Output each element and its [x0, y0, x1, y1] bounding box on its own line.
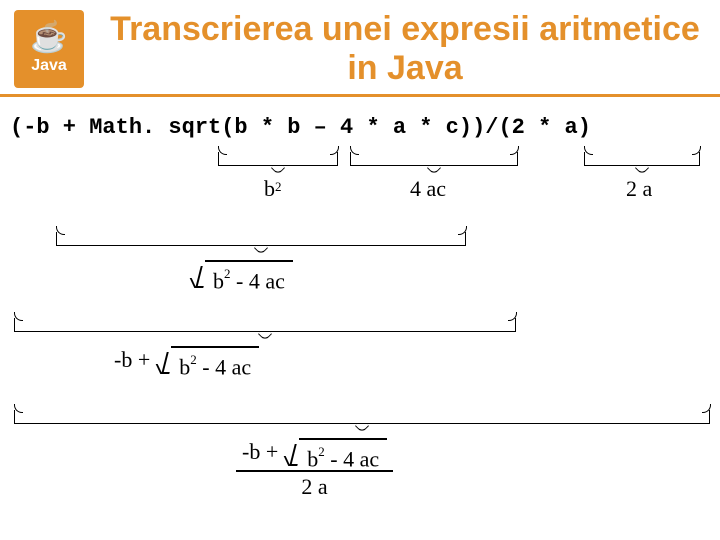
expr-fraction: -b + b2 - 4 ac 2 a — [236, 434, 393, 502]
radical-icon: b2 - 4 ac — [150, 344, 259, 376]
java-logo-text: Java — [31, 57, 67, 75]
brace-2a — [584, 152, 700, 166]
expr-sqrt: b2 - 4 ac — [184, 258, 293, 290]
java-cup-icon: ☕ — [30, 23, 67, 53]
radical-icon: b2 - 4 ac — [278, 436, 387, 468]
brace-full — [14, 410, 710, 424]
brace-sqrt — [56, 232, 466, 246]
expr-numerator: -b + b2 - 4 ac — [114, 344, 259, 376]
label-4ac: 4 ac — [410, 176, 446, 202]
brace-4ac — [350, 152, 518, 166]
label-2a: 2 a — [626, 176, 652, 202]
java-logo: ☕ Java — [14, 10, 84, 88]
label-b-squared: b2 — [264, 176, 282, 202]
brace-b-squared — [218, 152, 338, 166]
header: ☕ Java Transcrierea unei expresii aritme… — [0, 0, 720, 97]
brace-numerator — [14, 318, 516, 332]
slide-title: Transcrierea unei expresii aritmetice in… — [104, 10, 706, 88]
expression-tree-diagram: b2 4 ac 2 a b2 - 4 ac -b + b2 - 4 ac -b … — [0, 146, 720, 526]
java-code-expression: (-b + Math. sqrt(b * b – 4 * a * c))/(2 … — [0, 97, 720, 146]
radical-icon: b2 - 4 ac — [184, 258, 293, 290]
